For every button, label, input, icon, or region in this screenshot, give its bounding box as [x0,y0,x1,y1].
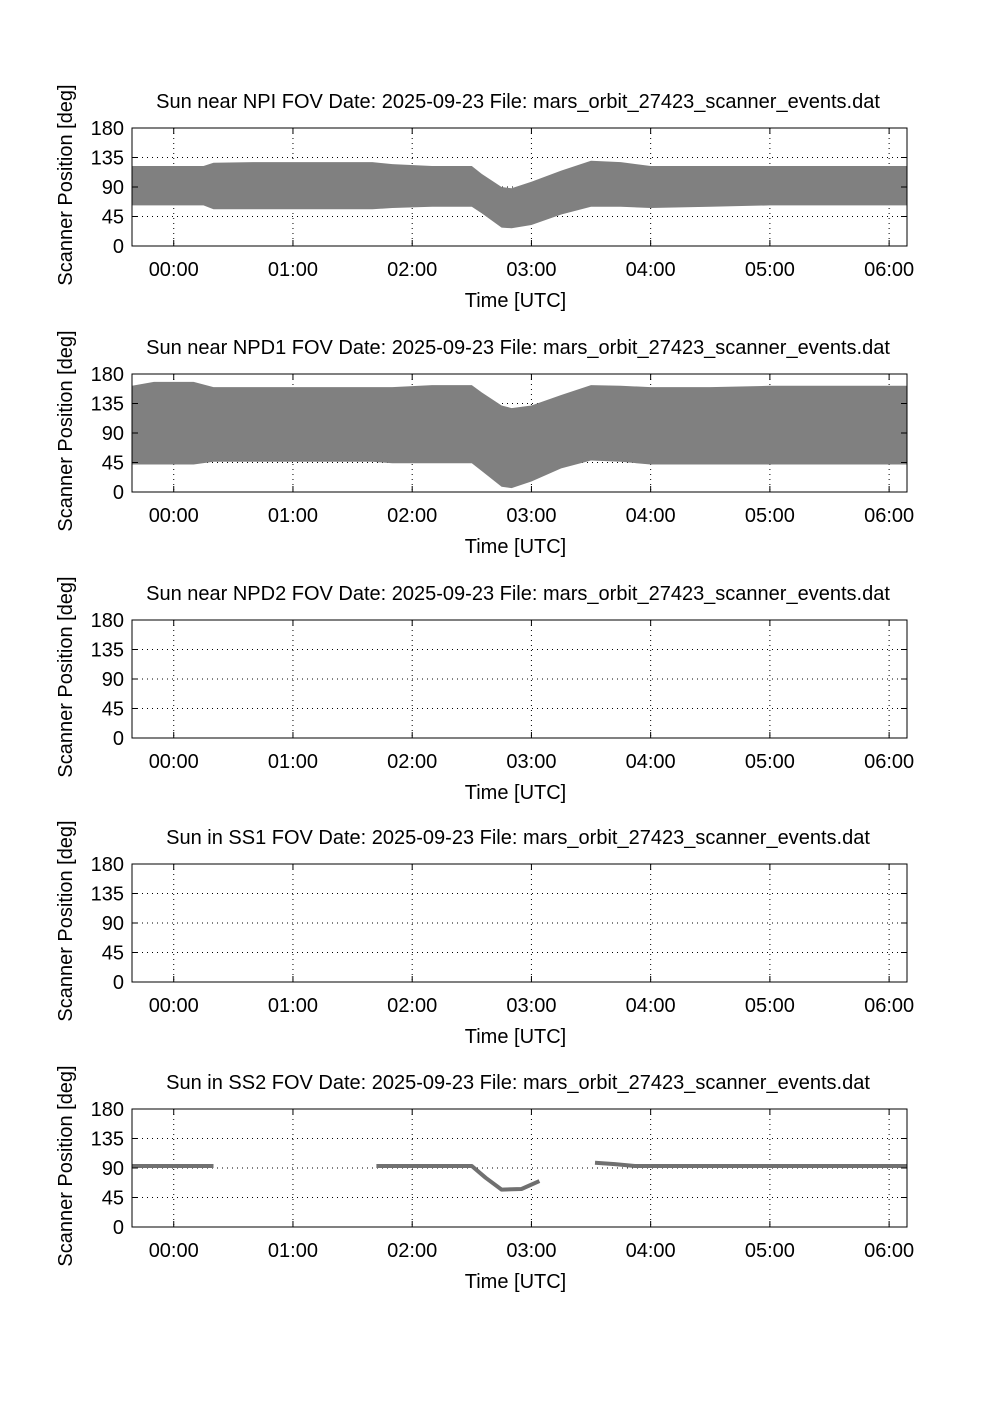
chart-panel-4: Sun in SS1 FOV Date: 2025-09-23 File: ma… [55,820,914,1048]
chart-title: Sun near NPI FOV Date: 2025-09-23 File: … [156,91,880,113]
plot-frame [131,863,908,983]
chart-panel-2: Sun near NPD1 FOV Date: 2025-09-23 File:… [55,330,914,558]
series-line-2 [376,1164,541,1192]
y-tick-label: 90 [102,423,124,445]
y-tick-label: 180 [91,118,124,140]
y-tick-label: 0 [113,972,124,994]
x-tick-label: 02:00 [387,505,437,527]
x-tick-label: 04:00 [626,505,676,527]
x-tick-label: 01:00 [268,505,318,527]
x-axis-label: Time [UTC] [465,1271,566,1293]
y-tick-label: 135 [91,148,124,170]
y-tick-label: 135 [91,394,124,416]
y-tick-label: 135 [91,884,124,906]
y-tick-label: 0 [113,728,124,750]
y-tick-label: 90 [102,913,124,935]
x-tick-label: 03:00 [506,995,556,1017]
chart-title: Sun in SS1 FOV Date: 2025-09-23 File: ma… [166,827,870,849]
x-tick-label: 06:00 [864,505,914,527]
x-tick-label: 01:00 [268,751,318,773]
y-tick-label: 90 [102,1158,124,1180]
chart-panel-1: Sun near NPI FOV Date: 2025-09-23 File: … [55,84,914,312]
y-tick-label: 45 [102,943,124,965]
x-tick-label: 01:00 [268,259,318,281]
y-axis-label: Scanner Position [deg] [55,820,77,1021]
x-tick-label: 02:00 [387,751,437,773]
y-tick-label: 0 [113,236,124,258]
y-tick-label: 180 [91,1099,124,1121]
y-tick-label: 135 [91,1129,124,1151]
x-tick-label: 03:00 [506,505,556,527]
plot-frame [131,619,908,739]
x-tick-label: 05:00 [745,995,795,1017]
x-tick-label: 00:00 [149,1240,199,1262]
y-axis-label: Scanner Position [deg] [55,1065,77,1266]
chart-title: Sun in SS2 FOV Date: 2025-09-23 File: ma… [166,1072,870,1094]
x-tick-label: 02:00 [387,995,437,1017]
x-tick-label: 04:00 [626,995,676,1017]
x-tick-label: 04:00 [626,259,676,281]
x-axis-label: Time [UTC] [465,1026,566,1048]
y-tick-label: 180 [91,854,124,876]
y-tick-label: 135 [91,640,124,662]
x-axis-label: Time [UTC] [465,782,566,804]
x-tick-label: 00:00 [149,505,199,527]
x-tick-label: 05:00 [745,259,795,281]
y-tick-label: 0 [113,482,124,504]
y-axis-label: Scanner Position [deg] [55,330,77,531]
y-tick-label: 90 [102,177,124,199]
chart-panel-3: Sun near NPD2 FOV Date: 2025-09-23 File:… [55,576,914,804]
y-axis-label: Scanner Position [deg] [55,84,77,285]
x-tick-label: 06:00 [864,1240,914,1262]
x-tick-label: 00:00 [149,751,199,773]
x-tick-label: 01:00 [268,995,318,1017]
x-axis-label: Time [UTC] [465,290,566,312]
y-tick-label: 45 [102,453,124,475]
chart-title: Sun near NPD1 FOV Date: 2025-09-23 File:… [146,337,890,359]
x-tick-label: 04:00 [626,1240,676,1262]
x-tick-label: 05:00 [745,505,795,527]
x-tick-label: 00:00 [149,995,199,1017]
x-tick-label: 06:00 [864,995,914,1017]
y-tick-label: 45 [102,1188,124,1210]
x-tick-label: 03:00 [506,259,556,281]
y-tick-label: 0 [113,1217,124,1239]
x-tick-label: 01:00 [268,1240,318,1262]
x-tick-label: 03:00 [506,751,556,773]
x-tick-label: 06:00 [864,751,914,773]
y-tick-label: 90 [102,669,124,691]
x-tick-label: 05:00 [745,1240,795,1262]
x-tick-label: 02:00 [387,1240,437,1262]
chart-panel-5: Sun in SS2 FOV Date: 2025-09-23 File: ma… [55,1065,914,1293]
x-tick-label: 05:00 [745,751,795,773]
y-axis-label: Scanner Position [deg] [55,576,77,777]
coverage-band-1 [132,160,907,229]
coverage-band-1 [132,381,907,489]
x-axis-label: Time [UTC] [465,536,566,558]
x-tick-label: 04:00 [626,751,676,773]
y-tick-label: 45 [102,207,124,229]
y-tick-label: 45 [102,699,124,721]
x-tick-label: 00:00 [149,259,199,281]
y-tick-label: 180 [91,364,124,386]
chart-title: Sun near NPD2 FOV Date: 2025-09-23 File:… [146,583,890,605]
y-tick-label: 180 [91,610,124,632]
x-tick-label: 03:00 [506,1240,556,1262]
series-line-3 [594,1160,907,1168]
x-tick-label: 02:00 [387,259,437,281]
x-tick-label: 06:00 [864,259,914,281]
